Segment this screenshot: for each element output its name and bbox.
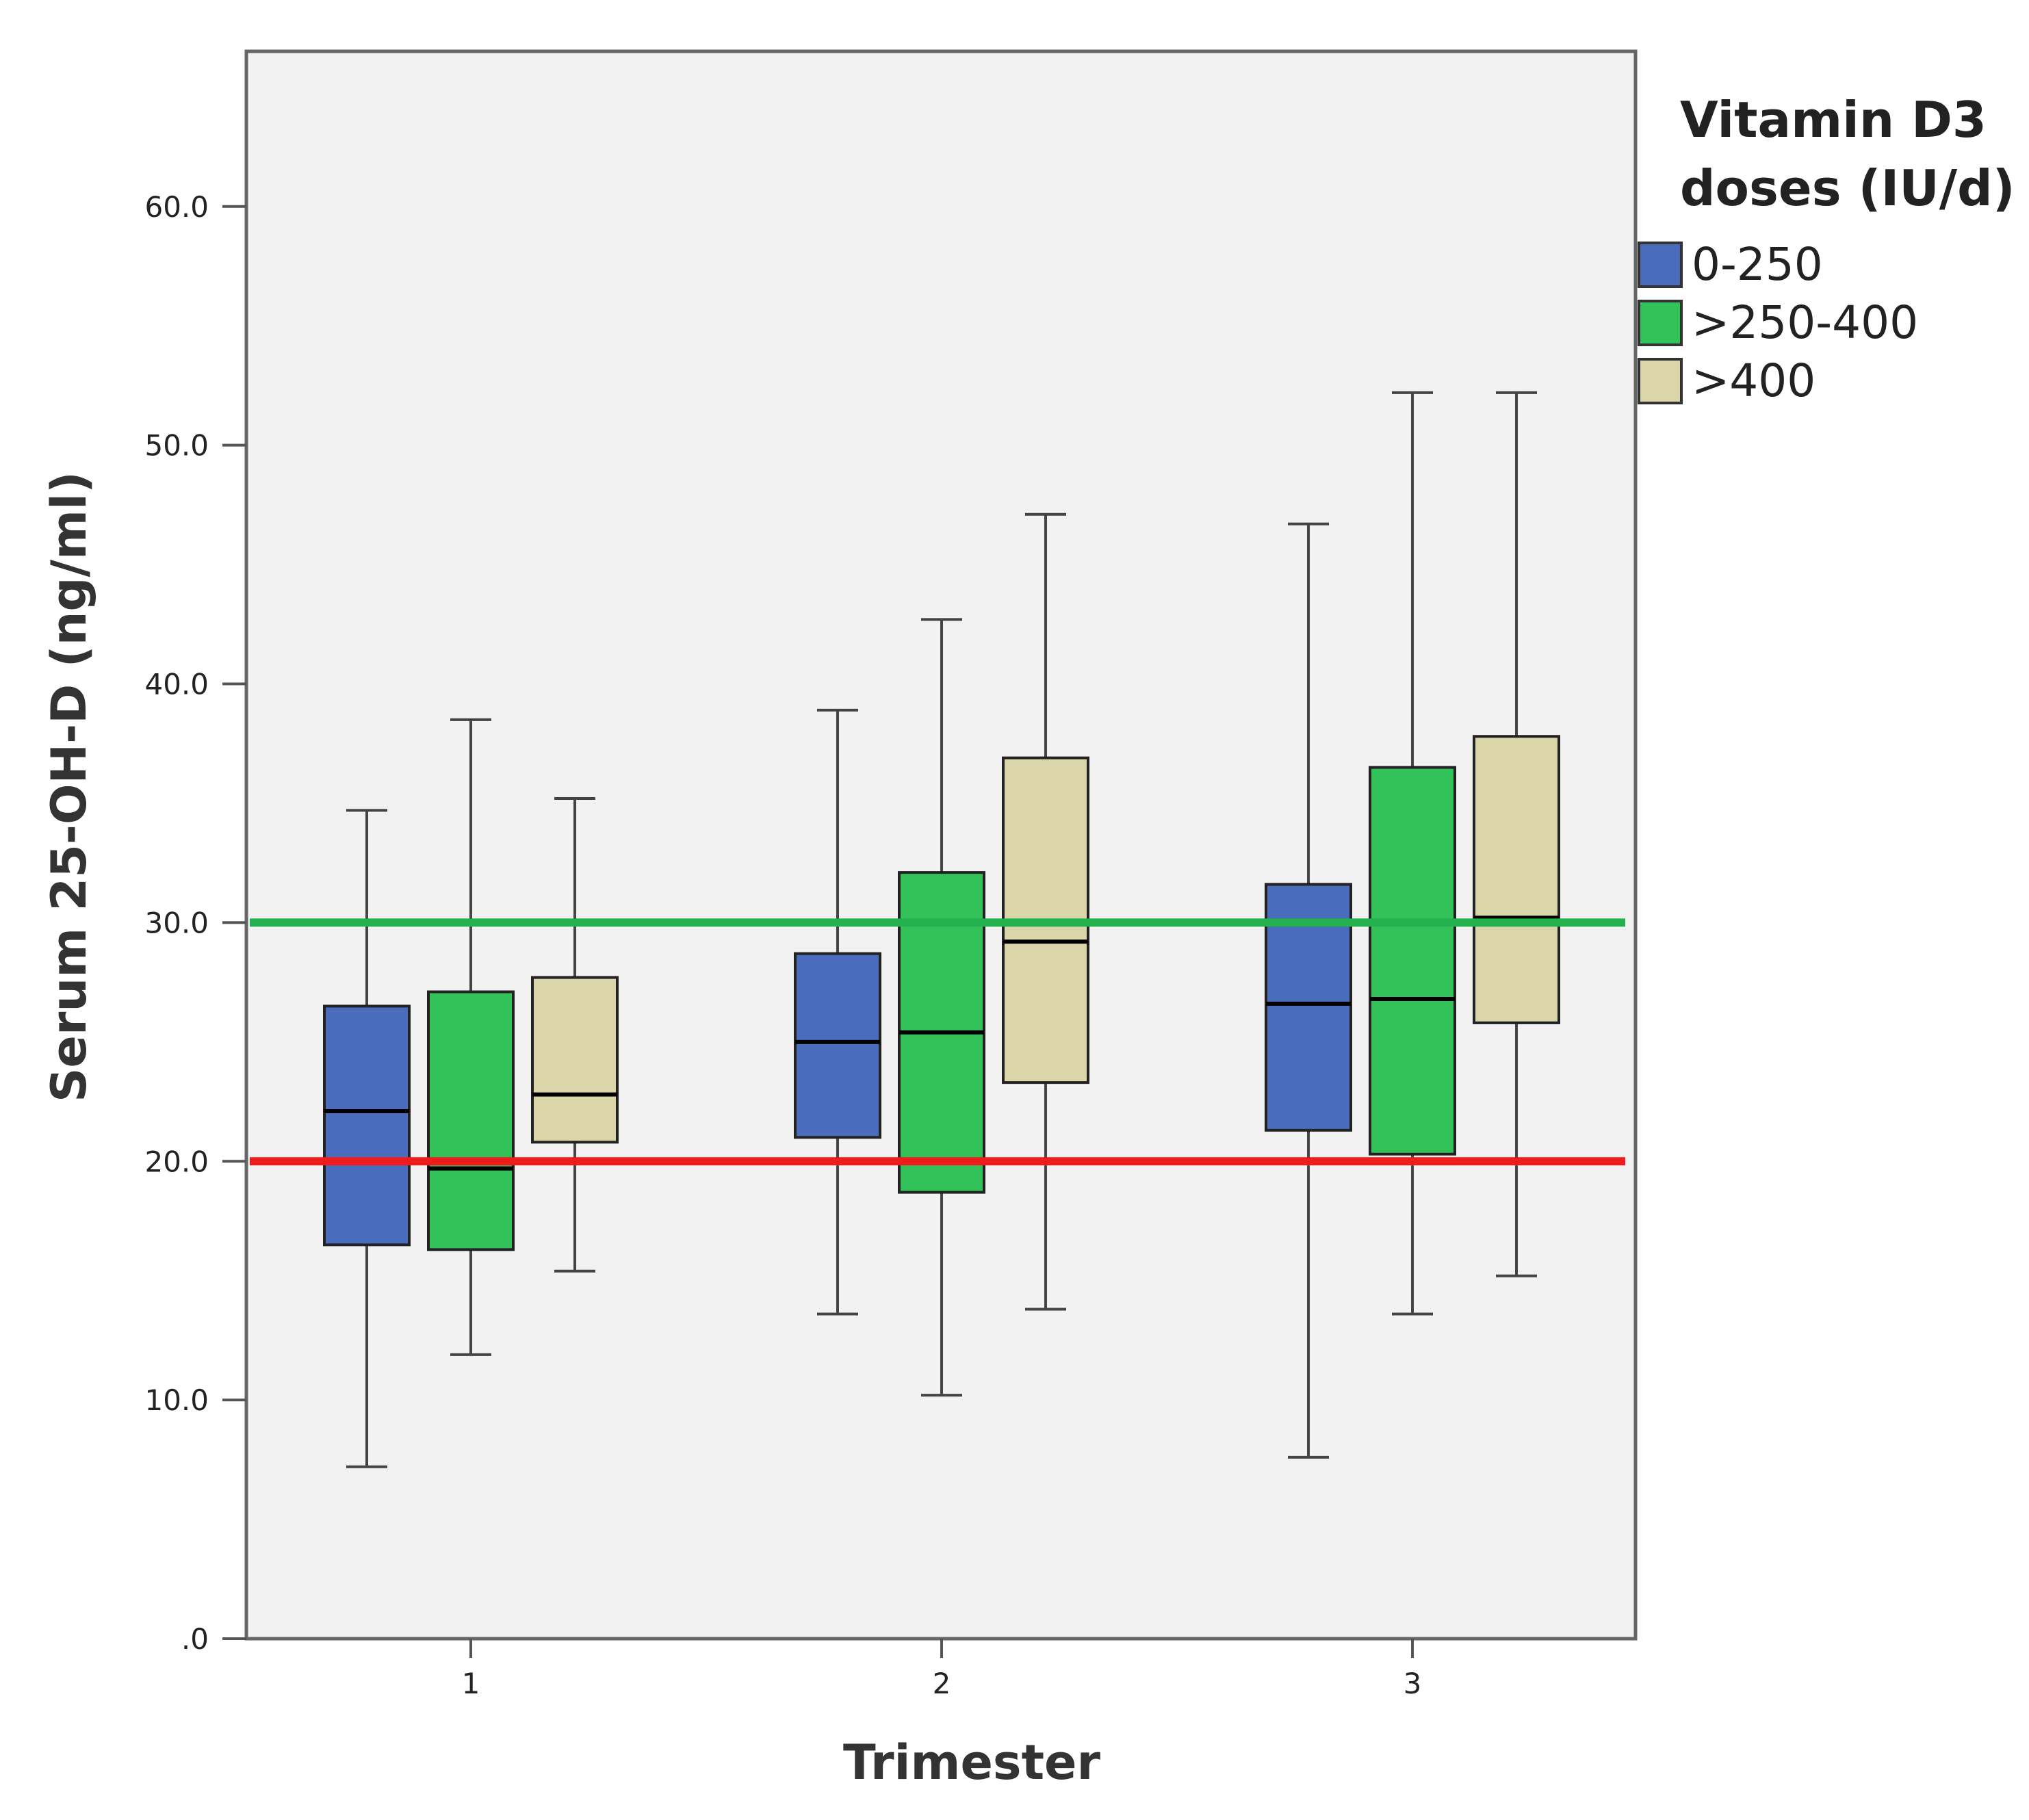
legend: Vitamin D3 doses (IU/d) 0-250>250-400>40… xyxy=(1638,91,2015,407)
iqr-box xyxy=(1473,735,1560,1024)
y-tick-label: 30.0 xyxy=(144,906,209,939)
iqr-box xyxy=(1369,766,1456,1156)
box-3-trimester-3 xyxy=(1473,391,1560,1277)
y-axis-title: Serum 25-OH-D (ng/ml) xyxy=(41,471,97,1102)
legend-label: >400 xyxy=(1692,354,1815,407)
legend-items: 0-250>250-400>400 xyxy=(1638,238,1918,407)
y-tick-label: 60.0 xyxy=(144,190,209,224)
iqr-box xyxy=(427,990,515,1251)
x-axis-ticks: 1 2 3 xyxy=(462,1639,1422,1700)
y-tick-label: 20.0 xyxy=(144,1145,209,1178)
legend-swatch xyxy=(1638,242,1683,288)
box-2-trimester-3 xyxy=(1369,391,1456,1316)
x-tick-label: 3 xyxy=(1404,1667,1422,1700)
legend-label: >250-400 xyxy=(1692,296,1918,349)
legend-label: 0-250 xyxy=(1692,238,1823,291)
y-tick-label: .0 xyxy=(181,1622,209,1656)
legend-swatch xyxy=(1638,300,1683,346)
box-3-trimester-1 xyxy=(531,796,619,1273)
y-tick-label: 40.0 xyxy=(144,668,209,701)
y-axis-ticks: .0 10.0 20.0 30.0 40.0 50.0 60.0 xyxy=(144,190,246,1656)
x-tick-label: 2 xyxy=(933,1667,951,1700)
legend-title-line-2: doses (IU/d) xyxy=(1680,159,2015,217)
x-axis-title: Trimester xyxy=(843,1734,1101,1791)
iqr-box xyxy=(794,952,881,1139)
x-tick-label: 1 xyxy=(462,1667,480,1700)
legend-swatch xyxy=(1638,358,1683,404)
box-2-trimester-1 xyxy=(427,718,515,1356)
y-tick-label: 50.0 xyxy=(144,429,209,463)
box-1-trimester-2 xyxy=(794,708,881,1316)
legend-title-line-1: Vitamin D3 xyxy=(1680,91,1987,148)
iqr-box xyxy=(323,1004,411,1247)
box-1-trimester-1 xyxy=(323,809,411,1468)
iqr-box xyxy=(531,976,619,1144)
y-tick-label: 10.0 xyxy=(144,1383,209,1417)
reference-lines-group xyxy=(250,918,1625,1166)
